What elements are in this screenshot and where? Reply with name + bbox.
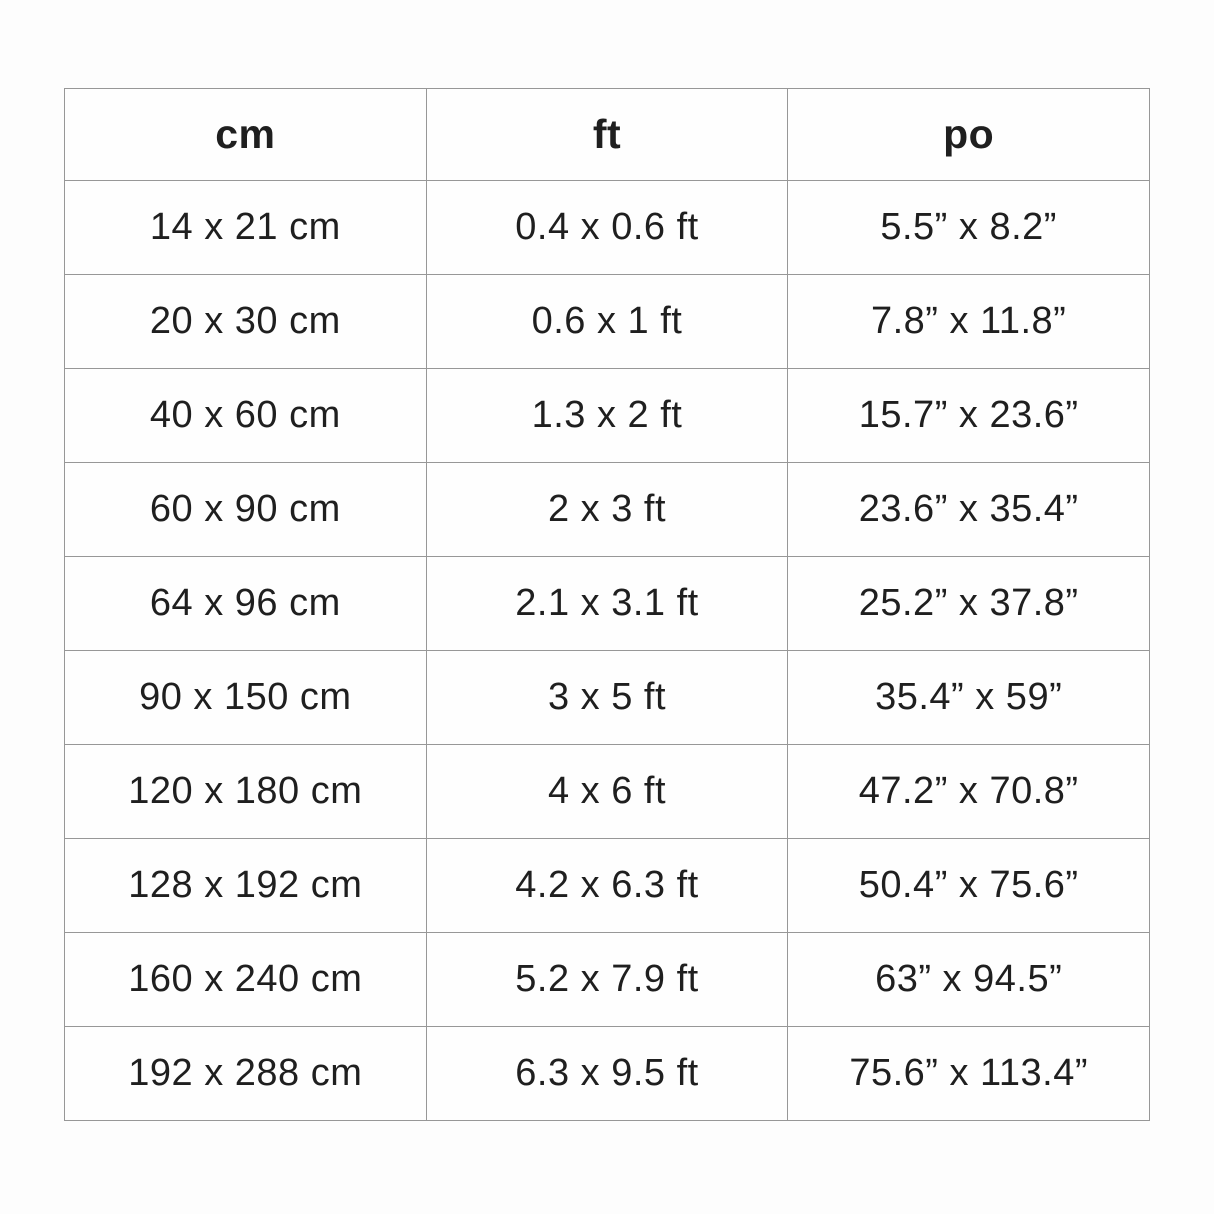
cell-ft: 0.6 x 1 ft [425,274,789,369]
table-row: 90 x 150 cm 3 x 5 ft 35.4” x 59” [64,650,1150,745]
cell-ft: 4 x 6 ft [425,744,789,839]
table-row: 120 x 180 cm 4 x 6 ft 47.2” x 70.8” [64,744,1150,839]
cell-cm: 192 x 288 cm [64,1026,427,1121]
header-ft: ft [425,88,789,181]
cell-po: 35.4” x 59” [787,650,1150,745]
table-row: 14 x 21 cm 0.4 x 0.6 ft 5.5” x 8.2” [64,180,1150,275]
cell-po: 7.8” x 11.8” [787,274,1150,369]
cell-ft: 5.2 x 7.9 ft [425,932,789,1027]
cell-po: 75.6” x 113.4” [787,1026,1150,1121]
table-row: 60 x 90 cm 2 x 3 ft 23.6” x 35.4” [64,462,1150,557]
table-body: 14 x 21 cm 0.4 x 0.6 ft 5.5” x 8.2” 20 x 30… [64,180,1150,1121]
table-row: 192 x 288 cm 6.3 x 9.5 ft 75.6” x 113.4” [64,1026,1150,1121]
cell-cm: 20 x 30 cm [64,274,427,369]
header-po: po [787,88,1150,181]
cell-cm: 40 x 60 cm [64,368,427,463]
cell-cm: 160 x 240 cm [64,932,427,1027]
cell-ft: 3 x 5 ft [425,650,789,745]
cell-ft: 4.2 x 6.3 ft [425,838,789,933]
cell-cm: 64 x 96 cm [64,556,427,651]
cell-po: 50.4” x 75.6” [787,838,1150,933]
cell-ft: 2 x 3 ft [425,462,789,557]
table-row: 20 x 30 cm 0.6 x 1 ft 7.8” x 11.8” [64,274,1150,369]
header-row: cm ft po [64,88,1150,181]
cell-cm: 60 x 90 cm [64,462,427,557]
cell-cm: 120 x 180 cm [64,744,427,839]
cell-po: 63” x 94.5” [787,932,1150,1027]
cell-cm: 128 x 192 cm [64,838,427,933]
cell-po: 23.6” x 35.4” [787,462,1150,557]
cell-po: 25.2” x 37.8” [787,556,1150,651]
cell-cm: 14 x 21 cm [64,180,427,275]
header-cm: cm [64,88,427,181]
cell-po: 47.2” x 70.8” [787,744,1150,839]
cell-cm: 90 x 150 cm [64,650,427,745]
size-conversion-table: cm ft po 14 x 21 cm 0.4 x 0.6 ft 5.5” x 8.… [64,88,1150,1121]
table-row: 40 x 60 cm 1.3 x 2 ft 15.7” x 23.6” [64,368,1150,463]
cell-ft: 6.3 x 9.5 ft [425,1026,789,1121]
cell-ft: 2.1 x 3.1 ft [425,556,789,651]
table-row: 160 x 240 cm 5.2 x 7.9 ft 63” x 94.5” [64,932,1150,1027]
table-row: 128 x 192 cm 4.2 x 6.3 ft 50.4” x 75.6” [64,838,1150,933]
cell-ft: 0.4 x 0.6 ft [425,180,789,275]
cell-po: 5.5” x 8.2” [787,180,1150,275]
cell-ft: 1.3 x 2 ft [425,368,789,463]
cell-po: 15.7” x 23.6” [787,368,1150,463]
table-row: 64 x 96 cm 2.1 x 3.1 ft 25.2” x 37.8” [64,556,1150,651]
table-header: cm ft po [64,88,1150,181]
